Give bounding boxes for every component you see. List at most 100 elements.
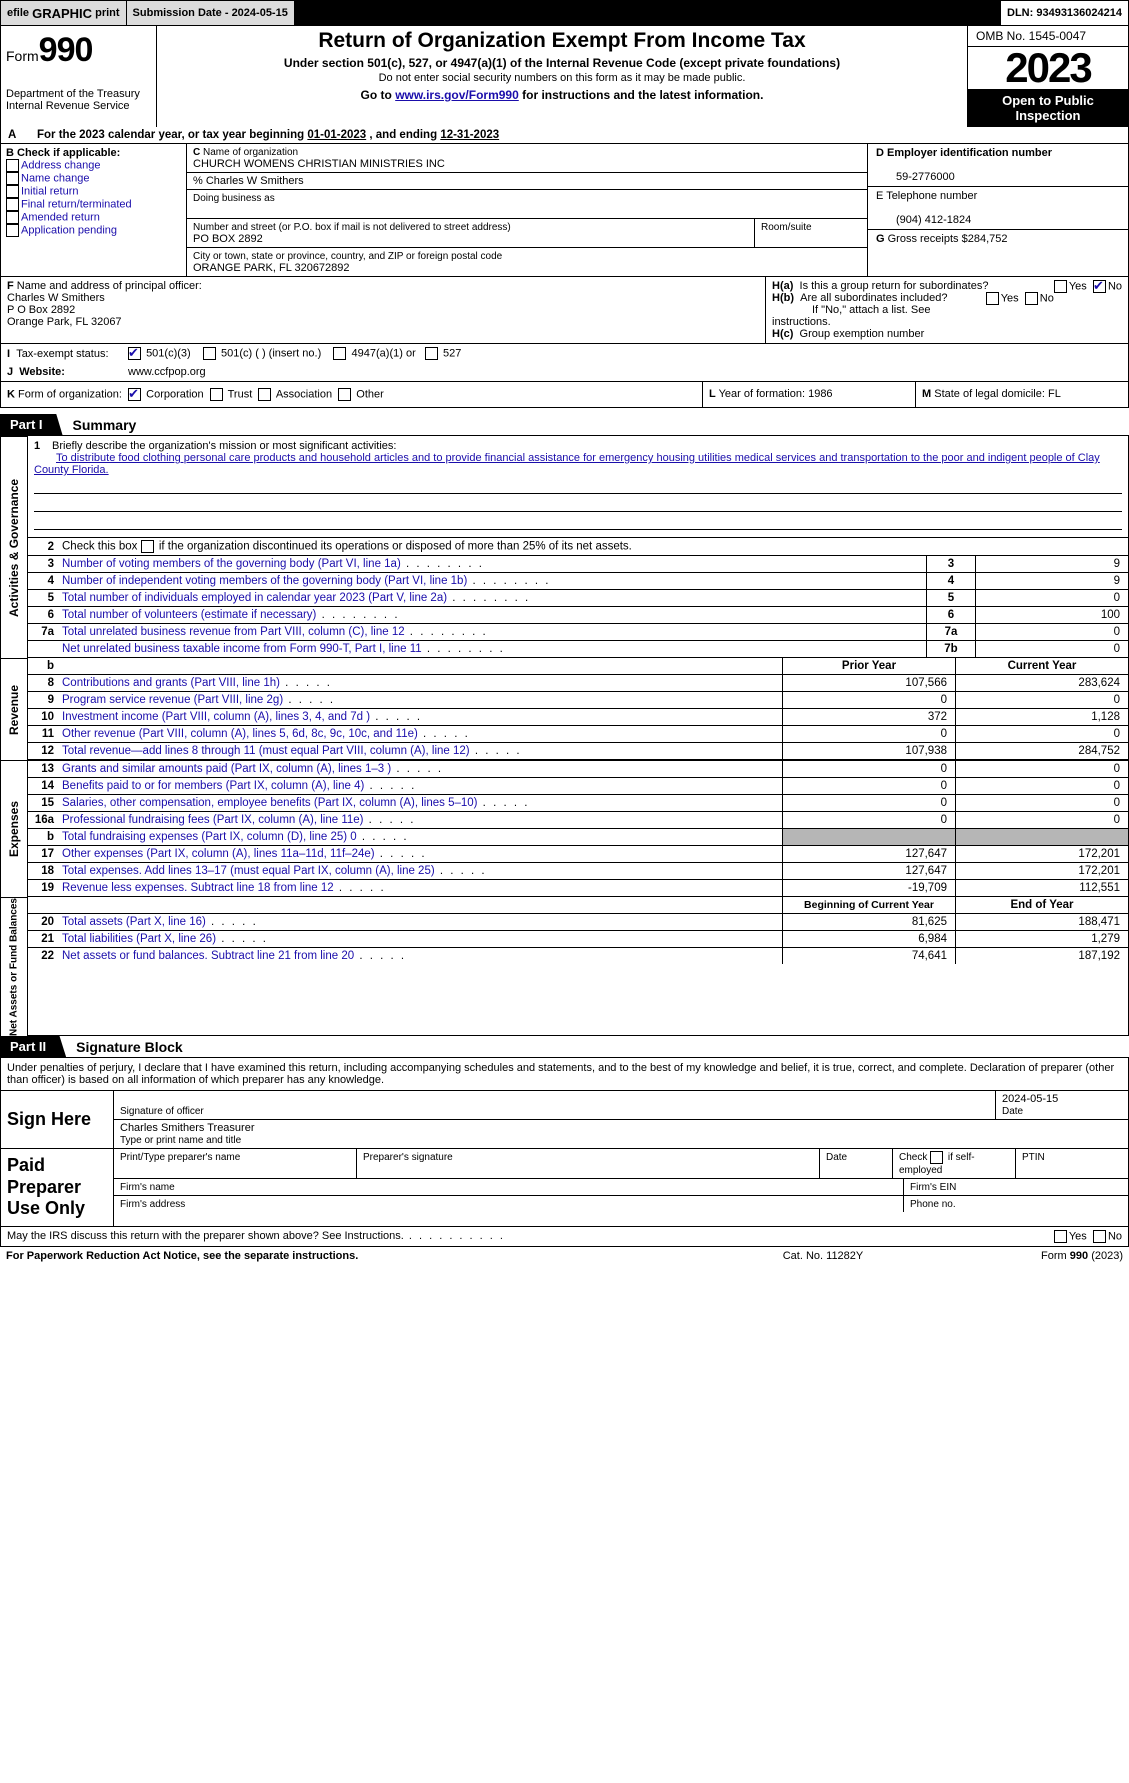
revenue-table: b Prior Year Current Year 8 Contribution… [28,658,1128,759]
table-row: 8 Contributions and grants (Part VIII, l… [28,675,1128,692]
discuss-yes-checkbox[interactable] [1054,1230,1067,1243]
table-row: 6 Total number of volunteers (estimate i… [28,607,1128,624]
part-1-header: Part I Summary [0,414,1129,436]
top-bar: efile GRAPHIC print Submission Date - 20… [0,0,1129,26]
page-footer: For Paperwork Reduction Act Notice, see … [0,1246,1129,1265]
hb-no-checkbox[interactable] [1025,292,1038,305]
501c3-checkbox[interactable] [128,347,141,360]
phone-value: (904) 412-1824 [896,214,971,226]
form-warning: Do not enter social security numbers on … [165,72,959,84]
officer-signature-name: Charles Smithers Treasurer [120,1122,255,1134]
form-subtitle: Under section 501(c), 527, or 4947(a)(1)… [165,56,959,70]
net-assets-table: Beginning of Current Year End of Year 20… [28,897,1128,964]
inspection-label: Open to Public Inspection [968,89,1128,127]
ein-value: 59-2776000 [896,171,955,183]
form-number: Form990 [6,31,151,70]
table-row: 10 Investment income (Part VIII, column … [28,709,1128,726]
hb-yes-checkbox[interactable] [986,292,999,305]
table-row: 9 Program service revenue (Part VIII, li… [28,692,1128,709]
goto-link: Go to www.irs.gov/Form990 for instructio… [165,88,959,102]
governance-table: 2 Check this box if the organization dis… [28,537,1128,657]
table-row: 4 Number of independent voting members o… [28,573,1128,590]
header-right: OMB No. 1545-0047 2023 Open to Public In… [967,26,1128,127]
net-assets-section: Net Assets or Fund Balances Beginning of… [0,897,1129,1036]
section-i: I Tax-exempt status: 501(c)(3) 501(c) ( … [0,344,1129,363]
section-klm: K Form of organization: Corporation Trus… [0,382,1129,408]
line2-checkbox[interactable] [141,540,154,553]
tax-year: 2023 [968,47,1128,89]
mission-text: To distribute food clothing personal car… [34,452,1100,476]
irs-link[interactable]: www.irs.gov/Form990 [395,88,519,102]
address-change-checkbox[interactable] [6,159,19,172]
ha-no-checkbox[interactable] [1093,280,1106,293]
table-row: 20 Total assets (Part X, line 16) . . . … [28,914,1128,931]
street-address: PO BOX 2892 [193,233,263,245]
form-header: Form990 Department of the Treasury Inter… [0,26,1129,127]
table-row: 17 Other expenses (Part IX, column (A), … [28,846,1128,863]
final-return-checkbox[interactable] [6,198,19,211]
org-name: CHURCH WOMENS CHRISTIAN MINISTRIES INC [193,158,445,170]
gross-receipts: 284,752 [968,233,1008,245]
name-change-checkbox[interactable] [6,172,19,185]
table-row: 3 Number of voting members of the govern… [28,556,1128,573]
line-a-tax-year: A For the 2023 calendar year, or tax yea… [0,127,1129,144]
website-value: www.ccfpop.org [128,366,1128,378]
column-c: C Name of organization CHURCH WOMENS CHR… [187,144,867,276]
dln-label: DLN: 93493136024214 [1001,1,1128,25]
sign-here-block: Sign Here Signature of officer 2024-05-1… [0,1091,1129,1149]
527-checkbox[interactable] [425,347,438,360]
table-row: 11 Other revenue (Part VIII, column (A),… [28,726,1128,743]
mission-block: 1Briefly describe the organization's mis… [28,436,1128,537]
department-label: Department of the Treasury Internal Reve… [6,88,151,112]
table-row: 13 Grants and similar amounts paid (Part… [28,761,1128,778]
self-employed-checkbox[interactable] [930,1151,943,1164]
sidebar-governance: Activities & Governance [0,436,28,658]
table-row: 22 Net assets or fund balances. Subtract… [28,948,1128,965]
submission-date: Submission Date - 2024-05-15 [127,1,295,25]
section-f-h: F Name and address of principal officer:… [0,277,1129,344]
efile-label: efile GRAPHIC print [1,1,127,25]
expenses-section: Expenses 13 Grants and similar amounts p… [0,760,1129,897]
header-middle: Return of Organization Exempt From Incom… [157,26,967,127]
part-2-header: Part II Signature Block [0,1036,1129,1058]
table-row: 12 Total revenue—add lines 8 through 11 … [28,743,1128,760]
city-state-zip: ORANGE PARK, FL 320672892 [193,262,350,274]
revenue-section: Revenue b Prior Year Current Year 8 Cont… [0,658,1129,760]
table-row: 21 Total liabilities (Part X, line 26) .… [28,931,1128,948]
table-row: 15 Salaries, other compensation, employe… [28,795,1128,812]
dba-label: Doing business as [193,193,275,204]
paid-preparer-block: Paid Preparer Use Only Print/Type prepar… [0,1149,1129,1227]
table-row: 19 Revenue less expenses. Subtract line … [28,880,1128,897]
initial-return-checkbox[interactable] [6,185,19,198]
care-of: % Charles W Smithers [187,173,867,190]
sidebar-revenue: Revenue [0,658,28,760]
ha-yes-checkbox[interactable] [1054,280,1067,293]
section-j: J Website: www.ccfpop.org [0,363,1129,382]
table-row: 18 Total expenses. Add lines 13–17 (must… [28,863,1128,880]
discuss-no-checkbox[interactable] [1093,1230,1106,1243]
corporation-checkbox[interactable] [128,388,141,401]
header-left: Form990 Department of the Treasury Inter… [1,26,157,127]
discuss-row: May the IRS discuss this return with the… [0,1227,1129,1246]
table-row: 16a Professional fundraising fees (Part … [28,812,1128,829]
sidebar-net-assets: Net Assets or Fund Balances [0,897,28,1036]
expenses-table: 13 Grants and similar amounts paid (Part… [28,760,1128,896]
form-title: Return of Organization Exempt From Incom… [165,29,959,53]
table-row: 5 Total number of individuals employed i… [28,590,1128,607]
column-d: D Employer identification number 59-2776… [867,144,1128,276]
table-row: 14 Benefits paid to or for members (Part… [28,778,1128,795]
amended-return-checkbox[interactable] [6,211,19,224]
sidebar-expenses: Expenses [0,760,28,897]
application-pending-checkbox[interactable] [6,224,19,237]
officer-name: Charles W Smithers [7,292,105,304]
topbar-spacer [295,1,1001,25]
signature-declaration: Under penalties of perjury, I declare th… [0,1058,1129,1091]
4947-checkbox[interactable] [333,347,346,360]
section-bcd: B Check if applicable: Address change Na… [0,144,1129,277]
table-row: 7a Total unrelated business revenue from… [28,624,1128,641]
other-checkbox[interactable] [338,388,351,401]
association-checkbox[interactable] [258,388,271,401]
trust-checkbox[interactable] [210,388,223,401]
501c-checkbox[interactable] [203,347,216,360]
table-row: b Total fundraising expenses (Part IX, c… [28,829,1128,846]
